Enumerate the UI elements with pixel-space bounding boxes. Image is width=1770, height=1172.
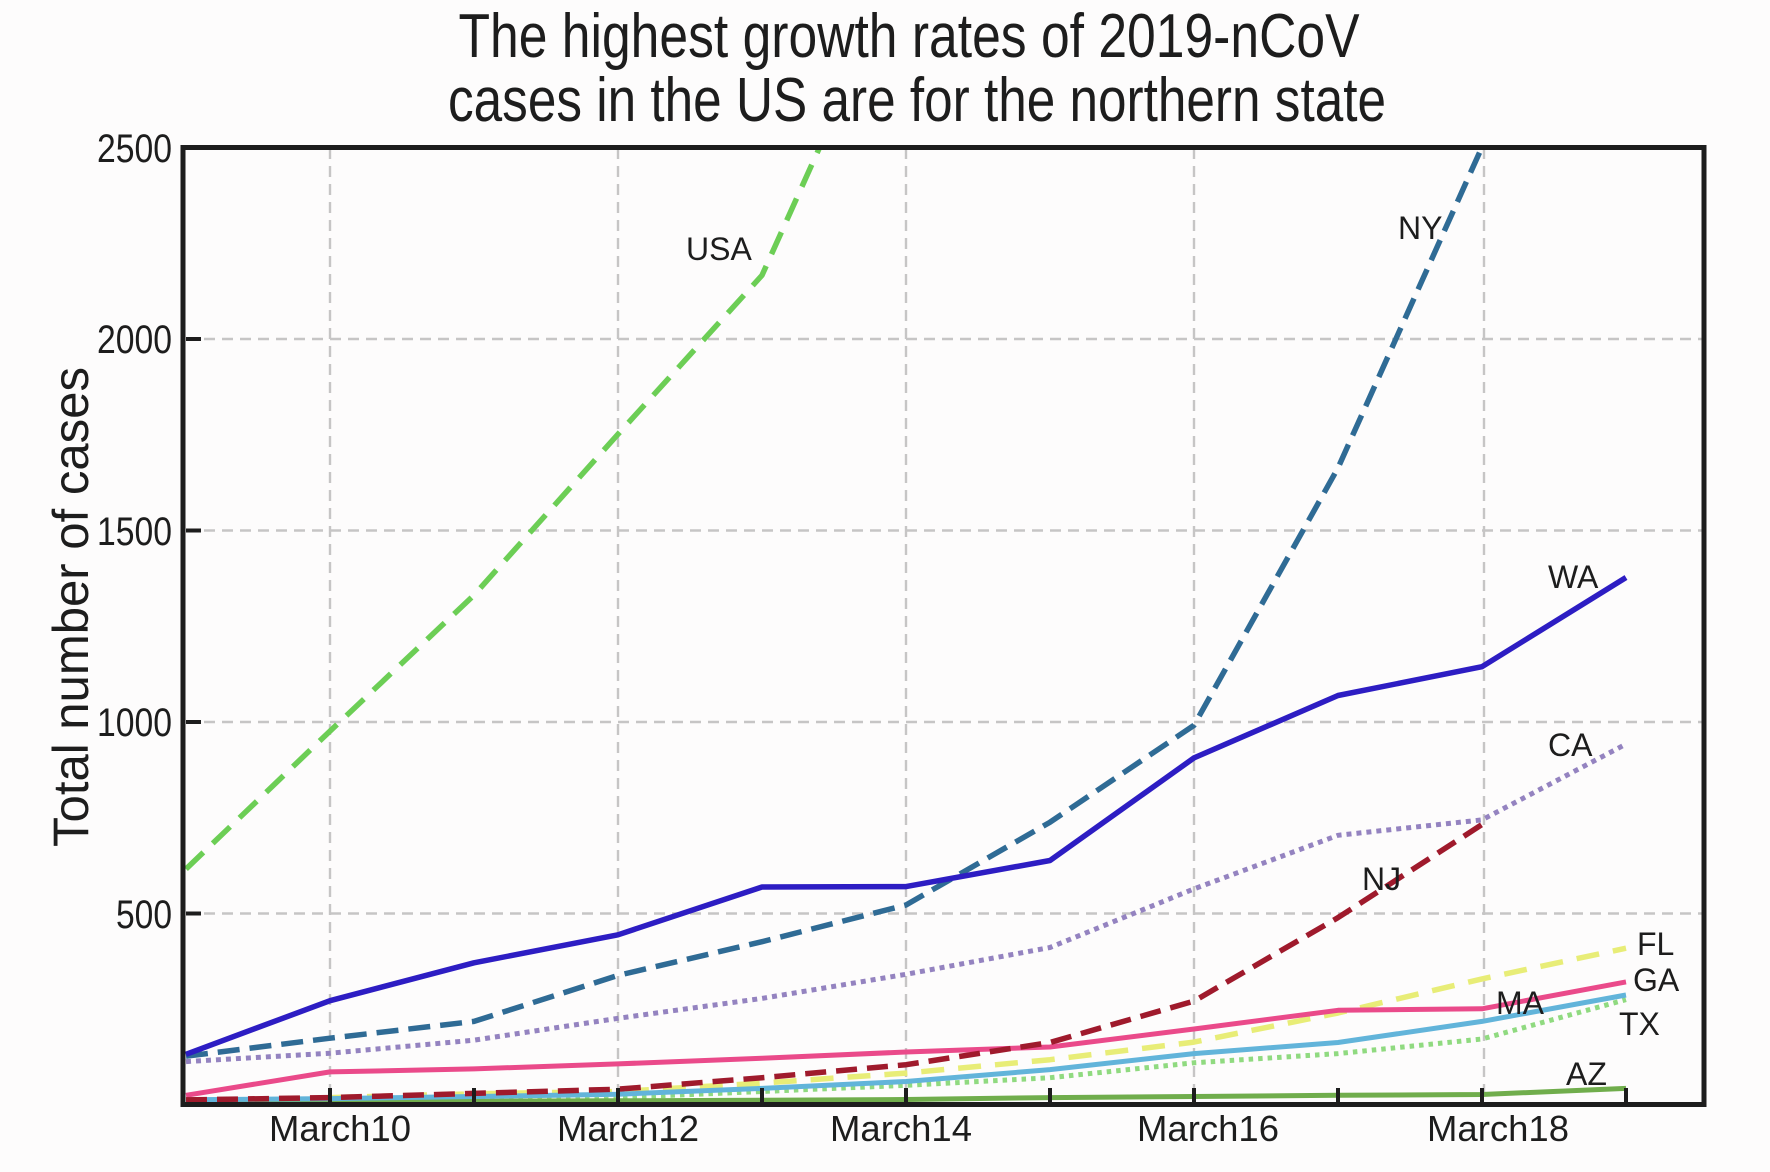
svg-text:NY: NY [1398, 210, 1442, 246]
svg-text:Total number of cases: Total number of cases [43, 367, 99, 847]
svg-text:2500: 2500 [97, 127, 172, 171]
svg-text:CA: CA [1548, 727, 1593, 763]
svg-text:500: 500 [116, 893, 172, 937]
svg-text:March18: March18 [1427, 1108, 1569, 1149]
svg-text:TX: TX [1619, 1006, 1660, 1042]
svg-text:March10: March10 [269, 1108, 411, 1149]
svg-text:2000: 2000 [97, 318, 172, 362]
svg-text:March12: March12 [557, 1108, 699, 1149]
svg-text:FL: FL [1637, 926, 1674, 962]
svg-text:March16: March16 [1137, 1108, 1279, 1149]
svg-text:NJ: NJ [1362, 861, 1401, 897]
svg-text:GA: GA [1633, 962, 1680, 998]
svg-text:cases in the US are for the no: cases in the US are for the northern sta… [448, 66, 1386, 135]
svg-text:WA: WA [1548, 559, 1599, 595]
svg-text:March14: March14 [830, 1108, 972, 1149]
svg-text:AZ: AZ [1566, 1056, 1607, 1092]
svg-text:1500: 1500 [97, 510, 172, 554]
svg-text:MA: MA [1496, 985, 1545, 1021]
svg-text:USA: USA [686, 231, 752, 267]
svg-text:The highest growth rates of 20: The highest growth rates of 2019-nCoV [459, 2, 1361, 71]
svg-text:1000: 1000 [97, 701, 172, 745]
